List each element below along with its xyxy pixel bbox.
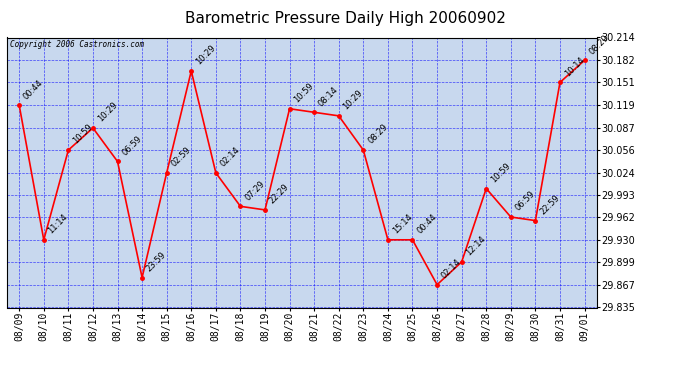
Text: Copyright 2006 Castronics.com: Copyright 2006 Castronics.com [10,40,144,49]
Text: 02:14: 02:14 [219,146,241,169]
Text: 02:14: 02:14 [440,257,463,280]
Text: 07:29: 07:29 [243,179,266,202]
Text: 00:44: 00:44 [22,78,45,101]
Text: 06:59: 06:59 [513,190,537,213]
Text: 08:14: 08:14 [317,85,340,108]
Text: 10:59: 10:59 [489,161,512,184]
Text: 08:29: 08:29 [366,123,389,146]
Text: 10:29: 10:29 [194,44,217,67]
Text: 02:59: 02:59 [170,146,193,169]
Text: 15:14: 15:14 [391,213,414,236]
Text: 06:59: 06:59 [120,134,144,157]
Text: 10:29: 10:29 [342,88,365,112]
Text: 22:29: 22:29 [268,183,291,206]
Text: 10:59: 10:59 [71,123,95,146]
Text: Barometric Pressure Daily High 20060902: Barometric Pressure Daily High 20060902 [184,11,506,26]
Text: 11:14: 11:14 [46,213,70,236]
Text: 10:29: 10:29 [96,100,119,124]
Text: 08:29: 08:29 [587,33,611,56]
Text: 22:59: 22:59 [538,193,562,216]
Text: 10:14: 10:14 [563,55,586,78]
Text: 00:44: 00:44 [415,213,438,236]
Text: 10:59: 10:59 [293,81,315,105]
Text: 12:14: 12:14 [464,235,488,258]
Text: 23:59: 23:59 [145,250,168,273]
